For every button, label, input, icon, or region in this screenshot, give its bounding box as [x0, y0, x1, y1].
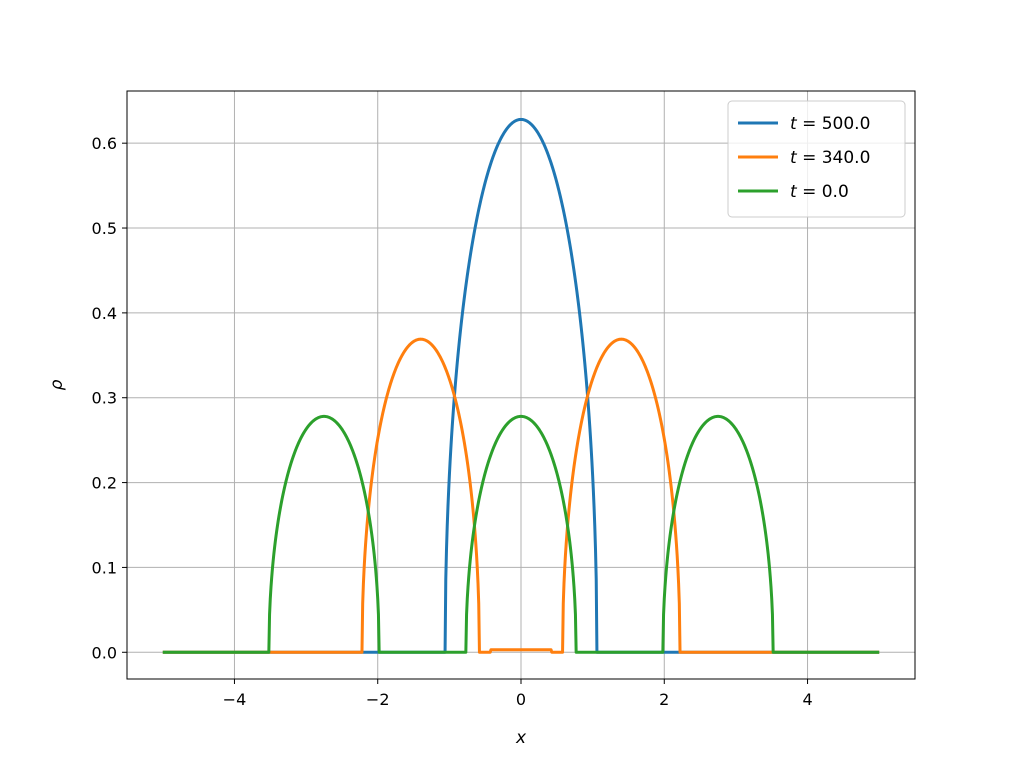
series-line-1	[162, 337, 880, 654]
y-axis-label: ρ	[47, 379, 67, 390]
series-layer	[162, 117, 880, 654]
series-line-2	[162, 414, 880, 654]
x-axis-ticks: −4 −2 0 2 4	[223, 679, 813, 709]
legend-label: t = 340.0	[790, 148, 870, 168]
y-axis-ticks: 0.0 0.1 0.2 0.3 0.4 0.5 0.6	[92, 134, 127, 662]
x-tick-label: 4	[802, 690, 812, 709]
x-tick-label: −4	[223, 690, 247, 709]
legend-box	[727, 100, 906, 218]
legend: t = 500.0 t = 340.0 t = 0.0	[727, 100, 906, 218]
legend-label: t = 500.0	[790, 114, 870, 134]
y-tick-label: 0.5	[92, 219, 117, 238]
y-tick-label: 0.1	[92, 558, 117, 577]
x-tick-label: 2	[659, 690, 669, 709]
x-axis-label: x	[515, 728, 527, 748]
y-tick-label: 0.2	[92, 474, 117, 493]
x-tick-label: −2	[366, 690, 390, 709]
y-tick-label: 0.0	[92, 643, 117, 662]
y-tick-label: 0.4	[92, 304, 117, 323]
x-grid	[233, 91, 809, 679]
x-tick-label: 0	[516, 690, 526, 709]
legend-label: t = 0.0	[790, 182, 849, 202]
y-tick-label: 0.6	[92, 134, 117, 153]
y-tick-label: 0.3	[92, 389, 117, 408]
